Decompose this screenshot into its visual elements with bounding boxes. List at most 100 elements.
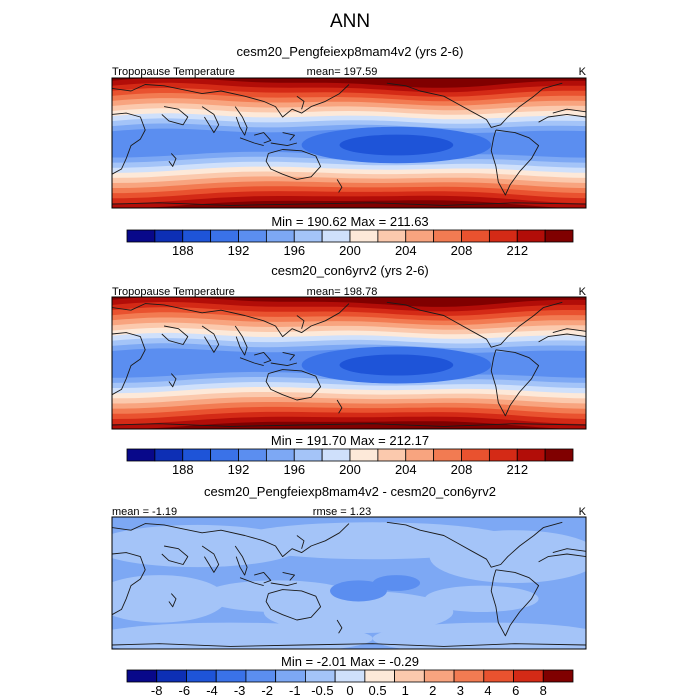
colorbar-swatch xyxy=(275,669,306,683)
colorbar-swatch xyxy=(453,669,485,683)
panel-exp-stats: Min = 190.62 Max = 211.63 xyxy=(271,214,428,229)
coastline xyxy=(112,202,586,206)
panel-difference: cesm20_Pengfeiexp8mam4v2 - cesm20_con6yr… xyxy=(111,484,587,698)
coastline xyxy=(239,137,264,147)
colorbar-swatch xyxy=(516,448,546,462)
colorbar-swatch xyxy=(349,229,379,243)
colorbar-swatch xyxy=(186,669,217,683)
coastline xyxy=(270,362,298,367)
colorbar-tick-label: 0 xyxy=(346,683,353,698)
coastline xyxy=(336,179,343,193)
colorbar-swatch xyxy=(245,669,277,683)
colorbar-tick-label: 204 xyxy=(395,243,417,258)
coastline xyxy=(201,106,220,134)
coastline xyxy=(552,108,586,114)
colorbar-swatch xyxy=(423,669,455,683)
coastline xyxy=(490,569,540,637)
panel-diff-stats: Min = -2.01 Max = -0.29 xyxy=(281,654,419,669)
coastline xyxy=(538,113,586,123)
panel-diff-title: cesm20_Pengfeiexp8mam4v2 - cesm20_con6yr… xyxy=(204,484,496,499)
colorbar-swatch xyxy=(377,448,407,462)
coastline xyxy=(112,112,146,175)
panel-diff-mean-label: mean = -1.19 xyxy=(112,506,177,518)
coastline xyxy=(490,129,540,196)
colorbar-swatch xyxy=(238,229,267,243)
colorbar-tick-label: 8 xyxy=(540,683,547,698)
colorbar-tick-label: 4 xyxy=(484,683,491,698)
colorbar-tick-label: 2 xyxy=(429,683,436,698)
panel-exp-mean-label: mean= 197.59 xyxy=(307,66,378,78)
panel-exp-frame xyxy=(111,77,587,209)
coastline xyxy=(282,351,295,361)
colorbar-swatch xyxy=(156,669,187,683)
colorbar-swatch xyxy=(154,229,184,243)
coastline xyxy=(386,82,563,128)
colorbar-swatch xyxy=(544,448,574,462)
coastline xyxy=(112,552,146,616)
colorbar-tick-label: 6 xyxy=(512,683,519,698)
panel-diff-units-label: K xyxy=(579,506,587,518)
panel-ctl-colorbar: 188 192 196 200 204 208 212 xyxy=(126,448,574,477)
colorbar-tick-label: -8 xyxy=(151,683,163,698)
coastline xyxy=(552,548,586,554)
colorbar-tick-label: -1 xyxy=(289,683,301,698)
colorbar-swatch xyxy=(265,229,295,243)
coastline xyxy=(161,545,189,565)
coastline xyxy=(296,535,305,549)
panel-ctl-mean-label: mean= 198.78 xyxy=(307,286,378,298)
colorbar-swatch xyxy=(210,448,239,462)
colorbar-swatch xyxy=(405,229,435,243)
figure-title: ANN xyxy=(330,11,370,32)
colorbar-tick-label: 208 xyxy=(451,243,473,258)
panel-diff-colorbar: -8 -6 -4 -3 -2 -1 -0.5 0 0.5 1 2 3 4 6 8 xyxy=(126,669,574,698)
coastline xyxy=(386,301,563,348)
colorbar-swatch xyxy=(215,669,247,683)
coastline xyxy=(336,619,343,634)
coastline xyxy=(296,315,305,329)
coastline xyxy=(168,593,177,608)
colorbar-tick-label: 3 xyxy=(457,683,464,698)
colorbar-tick-label: -0.5 xyxy=(311,683,333,698)
colorbar-tick-label: 200 xyxy=(339,462,361,477)
colorbar-swatch xyxy=(488,448,518,462)
coastline xyxy=(168,373,177,388)
warm-pool-contour xyxy=(339,354,454,376)
coastline xyxy=(336,399,343,414)
colorbar-tick-label: 200 xyxy=(339,243,361,258)
coastline xyxy=(270,582,298,587)
colorbar-tick-label: 212 xyxy=(506,243,528,258)
colorbar-swatch xyxy=(349,448,379,462)
colorbar-swatch xyxy=(544,229,574,243)
colorbar-tick-label: -2 xyxy=(261,683,273,698)
colorbar-swatch xyxy=(126,229,156,243)
colorbar-tick-label: 192 xyxy=(228,243,250,258)
panel-ctl-frame xyxy=(111,296,587,430)
panel-ctl-units-label: K xyxy=(579,286,587,298)
panel-diff-rmse-label: rmse = 1.23 xyxy=(313,506,371,518)
coastline xyxy=(161,106,189,126)
coastline xyxy=(296,95,305,110)
panel-exp-field xyxy=(112,78,586,208)
coastline xyxy=(265,589,322,621)
coastline xyxy=(552,328,586,334)
colorbar-swatch xyxy=(321,229,351,243)
coastline xyxy=(239,577,264,587)
coastline xyxy=(538,553,586,563)
coastline xyxy=(201,325,220,353)
colorbar-swatch xyxy=(433,229,462,243)
warm-pool-contour xyxy=(339,134,454,156)
colorbar-swatch xyxy=(364,669,395,683)
coastline xyxy=(112,523,350,558)
coastline xyxy=(112,423,586,427)
colorbar-tick-label: -4 xyxy=(206,683,218,698)
panel-exp-left-label: Tropopause Temperature xyxy=(112,66,235,78)
colorbar-tick-label: 196 xyxy=(283,243,305,258)
colorbar-swatch xyxy=(210,229,239,243)
coastline xyxy=(239,357,264,367)
coastline xyxy=(265,149,322,180)
colorbar-tick-label: -3 xyxy=(234,683,246,698)
panel-exp-coastlines xyxy=(112,82,586,206)
colorbar-swatch xyxy=(304,669,336,683)
coastline xyxy=(265,369,322,401)
colorbar-swatch xyxy=(516,229,546,243)
